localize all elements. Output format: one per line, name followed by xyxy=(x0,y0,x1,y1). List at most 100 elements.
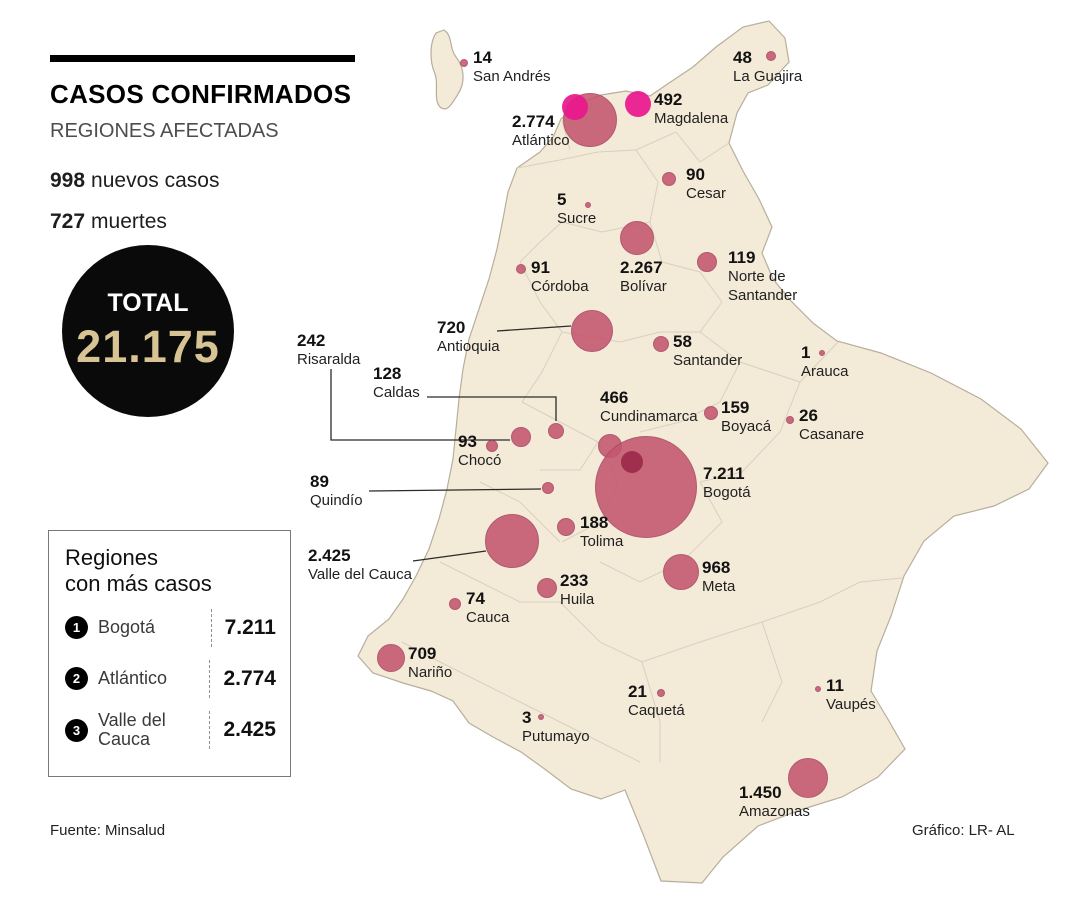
legend-title: Regiones con más casos xyxy=(65,545,276,597)
region-name-huila: Huila xyxy=(560,591,595,609)
bubble-meta xyxy=(663,554,699,590)
region-cases-valle-del-cauca: 2.425 xyxy=(308,546,351,565)
region-cases-vaupes: 11 xyxy=(826,676,844,695)
region-name-cundinamarca: Cundinamarca xyxy=(600,408,698,426)
region-label-choco: 93 Chocó xyxy=(458,432,501,471)
bubble-santander xyxy=(653,336,669,352)
region-cases-antioquia: 720 xyxy=(437,318,466,337)
bubble-vaupes xyxy=(815,686,821,692)
region-cases-quindio: 89 xyxy=(310,472,329,491)
region-label-cundinamarca: 466 Cundinamarca xyxy=(600,388,698,427)
region-name-san-andres: San Andrés xyxy=(473,68,551,86)
region-cases-san-andres: 14 xyxy=(473,48,492,67)
region-cases-caldas: 128 xyxy=(373,364,402,383)
region-name-cauca: Cauca xyxy=(466,609,510,627)
region-label-cesar: 90 Cesar xyxy=(686,165,726,204)
bubble-valle-del-cauca xyxy=(485,514,539,568)
region-cases-casanare: 26 xyxy=(799,406,818,425)
region-label-atlantico: 2.774 Atlántico xyxy=(512,112,570,151)
bubble-arauca xyxy=(819,350,825,356)
legend-region-value-2: 2.774 xyxy=(209,659,276,698)
region-name-tolima: Tolima xyxy=(580,533,624,551)
bubble-bogota-center xyxy=(621,451,643,473)
bubble-san-andres xyxy=(460,59,468,67)
legend-region-name-1: Bogotá xyxy=(98,617,203,638)
bubble-huila xyxy=(537,578,557,598)
bubble-atlantico xyxy=(563,93,617,147)
bubble-cesar xyxy=(662,172,676,186)
region-name-arauca: Arauca xyxy=(801,363,849,381)
region-label-caqueta: 21 Caquetá xyxy=(628,682,685,721)
region-cases-cundinamarca: 466 xyxy=(600,388,629,407)
region-name-amazonas: Amazonas xyxy=(739,803,810,821)
region-label-quindio: 89 Quindío xyxy=(310,472,363,511)
region-name-risaralda: Risaralda xyxy=(297,351,361,369)
region-label-risaralda: 242 Risaralda xyxy=(297,331,360,370)
bubble-atlantico-highlight xyxy=(562,94,588,120)
region-name-caqueta: Caquetá xyxy=(628,702,685,720)
region-cases-cauca: 74 xyxy=(466,589,485,608)
legend-region-value-3: 2.425 xyxy=(209,711,276,750)
colombia-outline xyxy=(357,20,1049,884)
region-label-santander: 58 Santander xyxy=(673,332,742,371)
region-name-bogota: Bogotá xyxy=(703,484,751,502)
bubble-antioquia xyxy=(571,310,613,352)
new-cases-value: 998 xyxy=(50,169,86,192)
region-name-la-guajira: La Guajira xyxy=(733,68,803,86)
legend-name-line: Bogotá xyxy=(98,617,156,638)
page-title: CASOS CONFIRMADOS xyxy=(50,79,352,109)
deaths-label: muertes xyxy=(91,210,167,233)
region-label-casanare: 26 Casanare xyxy=(799,406,864,445)
region-label-magdalena: 492 Magdalena xyxy=(654,90,728,129)
new-cases-label: nuevos casos xyxy=(91,169,220,192)
legend-box: Regiones con más casos 1 Bogotá 7.211 2 … xyxy=(48,530,291,777)
region-name-caldas: Caldas xyxy=(373,384,420,402)
region-label-bogota: 7.211 Bogotá xyxy=(703,464,751,503)
department-borders xyxy=(401,119,903,763)
region-name-cordoba: Córdoba xyxy=(531,278,589,296)
region-cases-huila: 233 xyxy=(560,571,589,590)
region-cases-choco: 93 xyxy=(458,432,477,451)
region-name-santander: Santander xyxy=(673,352,743,370)
region-name-vaupes: Vaupés xyxy=(826,696,876,714)
region-label-bolivar: 2.267 Bolívar xyxy=(620,258,667,297)
region-cases-narino: 709 xyxy=(408,644,437,663)
region-label-arauca: 1 Arauca xyxy=(801,343,849,382)
legend-row-2: 2 Atlántico 2.774 xyxy=(65,659,276,698)
region-name-choco: Chocó xyxy=(458,452,502,470)
region-name-antioquia: Antioquia xyxy=(437,338,500,356)
region-label-meta: 968 Meta xyxy=(702,558,735,597)
region-cases-norte-de-santander: 119 xyxy=(728,248,756,267)
total-value: 21.175 xyxy=(76,321,220,372)
legend-name-line: Valle del xyxy=(98,709,166,730)
bubble-boyaca xyxy=(704,406,718,420)
region-name-norte-de-santander: Santander xyxy=(728,287,798,305)
bubble-magdalena xyxy=(625,91,651,117)
region-label-narino: 709 Nariño xyxy=(408,644,452,683)
region-cases-cesar: 90 xyxy=(686,165,705,184)
legend-region-value-1: 7.211 xyxy=(210,608,276,647)
region-name-putumayo: Putumayo xyxy=(522,728,590,746)
region-cases-santander: 58 xyxy=(673,332,692,351)
region-name-bolivar: Bolívar xyxy=(620,278,667,296)
rank-2-badge: 2 xyxy=(65,667,88,691)
stat-new-cases: 998 nuevos casos xyxy=(50,169,380,193)
legend-title-line2: con más casos xyxy=(65,570,212,596)
region-name-boyaca: Boyacá xyxy=(721,418,772,436)
page-subtitle: REGIONES AFECTADAS xyxy=(50,120,279,142)
legend-region-name-3: Valle del Cauca xyxy=(98,709,201,750)
bubble-casanare xyxy=(786,416,794,424)
region-cases-caqueta: 21 xyxy=(628,682,647,701)
bubble-amazonas xyxy=(788,758,828,798)
bubble-bogota xyxy=(595,436,697,538)
bubble-narino xyxy=(377,644,405,672)
region-name-narino: Nariño xyxy=(408,664,453,682)
source-credit: Fuente: Minsalud xyxy=(50,822,166,839)
rank-3-badge: 3 xyxy=(65,718,88,742)
total-label: TOTAL xyxy=(107,289,189,317)
bubble-caldas xyxy=(548,423,564,439)
region-label-cordoba: 91 Córdoba xyxy=(531,258,589,297)
region-name-atlantico: Atlántico xyxy=(512,132,570,150)
